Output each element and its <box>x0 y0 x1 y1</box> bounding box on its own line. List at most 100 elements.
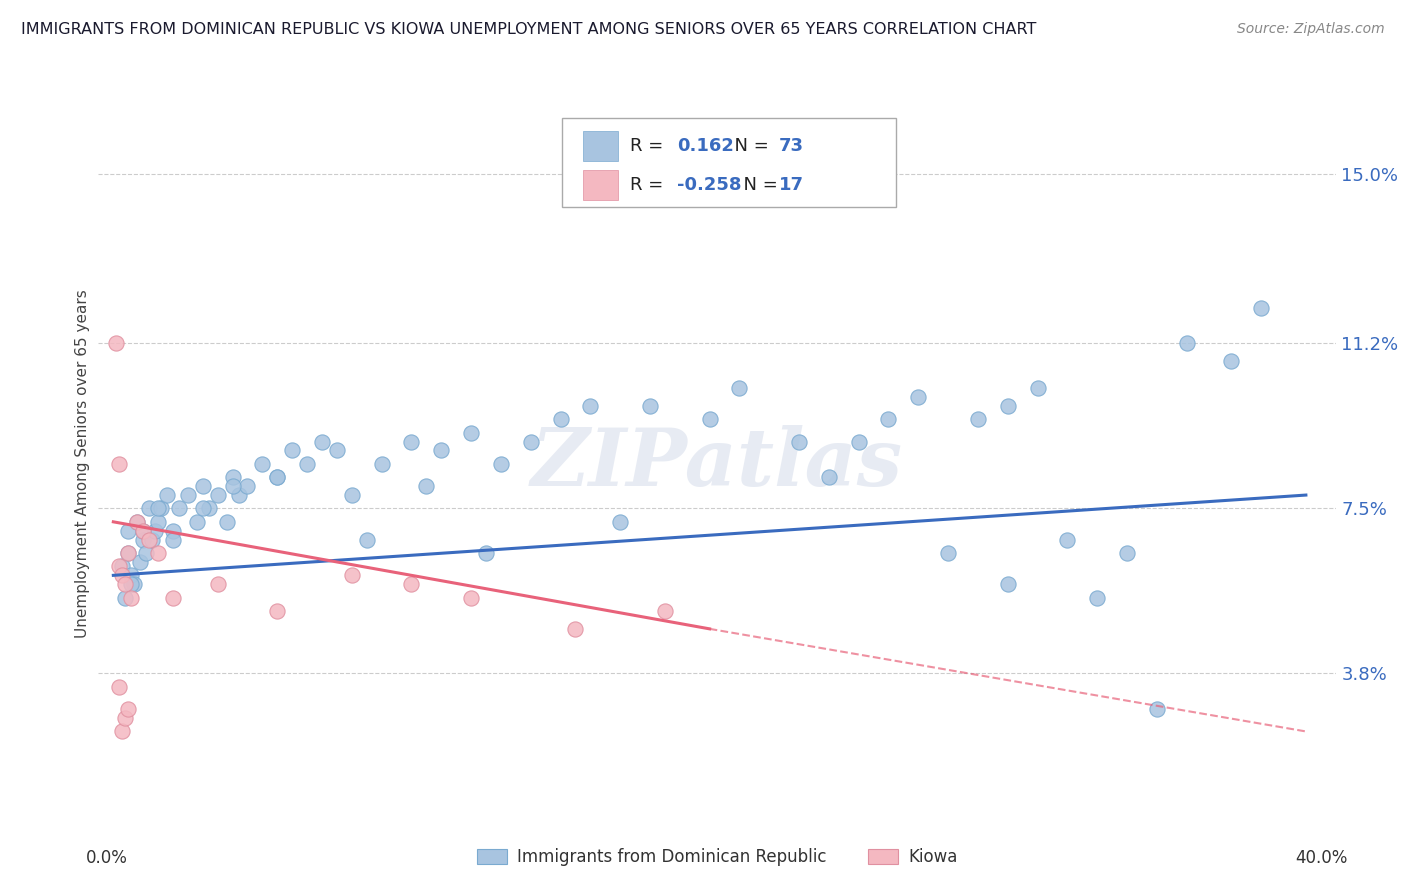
Text: 0.162: 0.162 <box>678 137 734 155</box>
Point <box>138 501 160 516</box>
Point <box>162 524 184 538</box>
Point <box>150 501 173 516</box>
Point <box>818 470 841 484</box>
Point <box>108 680 131 694</box>
Point <box>489 457 512 471</box>
Point <box>579 399 602 413</box>
Point <box>1056 533 1078 547</box>
Point <box>654 604 676 618</box>
Point <box>370 457 392 471</box>
Point <box>460 425 482 440</box>
Point <box>460 591 482 605</box>
Point <box>132 524 155 538</box>
Text: N =: N = <box>723 137 775 155</box>
Text: N =: N = <box>733 177 783 194</box>
Text: IMMIGRANTS FROM DOMINICAN REPUBLIC VS KIOWA UNEMPLOYMENT AMONG SENIORS OVER 65 Y: IMMIGRANTS FROM DOMINICAN REPUBLIC VS KI… <box>21 22 1036 37</box>
Point <box>997 577 1019 591</box>
Point <box>177 488 200 502</box>
Point <box>186 515 208 529</box>
Point <box>162 591 184 605</box>
Point <box>108 559 131 574</box>
Point <box>146 515 169 529</box>
Point <box>162 533 184 547</box>
Point <box>127 515 149 529</box>
FancyBboxPatch shape <box>562 118 897 207</box>
Point <box>114 577 136 591</box>
Point <box>430 443 453 458</box>
Point <box>401 434 423 449</box>
FancyBboxPatch shape <box>583 131 619 161</box>
Point <box>266 604 288 618</box>
Point <box>475 546 498 560</box>
Point <box>117 546 139 560</box>
Point <box>728 381 751 395</box>
Text: ZIPatlas: ZIPatlas <box>531 425 903 502</box>
Point <box>1116 546 1139 560</box>
Point <box>609 515 631 529</box>
Point <box>848 434 870 449</box>
Text: 17: 17 <box>779 177 804 194</box>
Point <box>132 533 155 547</box>
Point <box>266 470 288 484</box>
Point <box>936 546 959 560</box>
Text: 73: 73 <box>779 137 804 155</box>
Point <box>105 336 128 351</box>
Point <box>117 546 139 560</box>
Point <box>356 533 378 547</box>
Point <box>340 488 363 502</box>
Text: 40.0%: 40.0% <box>1296 849 1348 867</box>
Point <box>252 457 274 471</box>
Point <box>1220 354 1243 368</box>
Point <box>191 479 214 493</box>
Point <box>401 577 423 591</box>
Point <box>311 434 333 449</box>
Point <box>132 524 155 538</box>
Text: -0.258: -0.258 <box>678 177 742 194</box>
Point <box>326 443 349 458</box>
Point <box>146 546 169 560</box>
Point <box>167 501 190 516</box>
Point <box>699 412 721 426</box>
Point <box>108 457 131 471</box>
Point <box>111 559 134 574</box>
FancyBboxPatch shape <box>583 170 619 201</box>
Text: Source: ZipAtlas.com: Source: ZipAtlas.com <box>1237 22 1385 37</box>
Text: R =: R = <box>630 177 669 194</box>
Point <box>114 591 136 605</box>
Point <box>111 568 134 582</box>
Point <box>197 501 219 516</box>
Point <box>221 470 243 484</box>
Point <box>114 711 136 725</box>
Point <box>1250 301 1272 315</box>
Point <box>281 443 304 458</box>
Point <box>120 591 142 605</box>
Point <box>295 457 318 471</box>
Point <box>120 568 142 582</box>
Point <box>111 724 134 739</box>
Point <box>1085 591 1108 605</box>
Point <box>207 488 229 502</box>
Point <box>138 533 160 547</box>
Point <box>1175 336 1198 351</box>
Point <box>228 488 250 502</box>
Y-axis label: Unemployment Among Seniors over 65 years: Unemployment Among Seniors over 65 years <box>75 290 90 638</box>
Point <box>1146 702 1168 716</box>
Text: R =: R = <box>630 137 669 155</box>
Point <box>638 399 661 413</box>
Point <box>122 577 145 591</box>
Point <box>967 412 990 426</box>
Point <box>519 434 541 449</box>
Point <box>135 546 157 560</box>
Point <box>221 479 243 493</box>
Point <box>550 412 572 426</box>
Point <box>907 390 929 404</box>
Text: 0.0%: 0.0% <box>86 849 128 867</box>
Point <box>156 488 179 502</box>
Point <box>236 479 259 493</box>
Point <box>120 577 142 591</box>
Point <box>997 399 1019 413</box>
Point <box>146 501 169 516</box>
Point <box>787 434 810 449</box>
Point <box>1026 381 1049 395</box>
Point <box>266 470 288 484</box>
